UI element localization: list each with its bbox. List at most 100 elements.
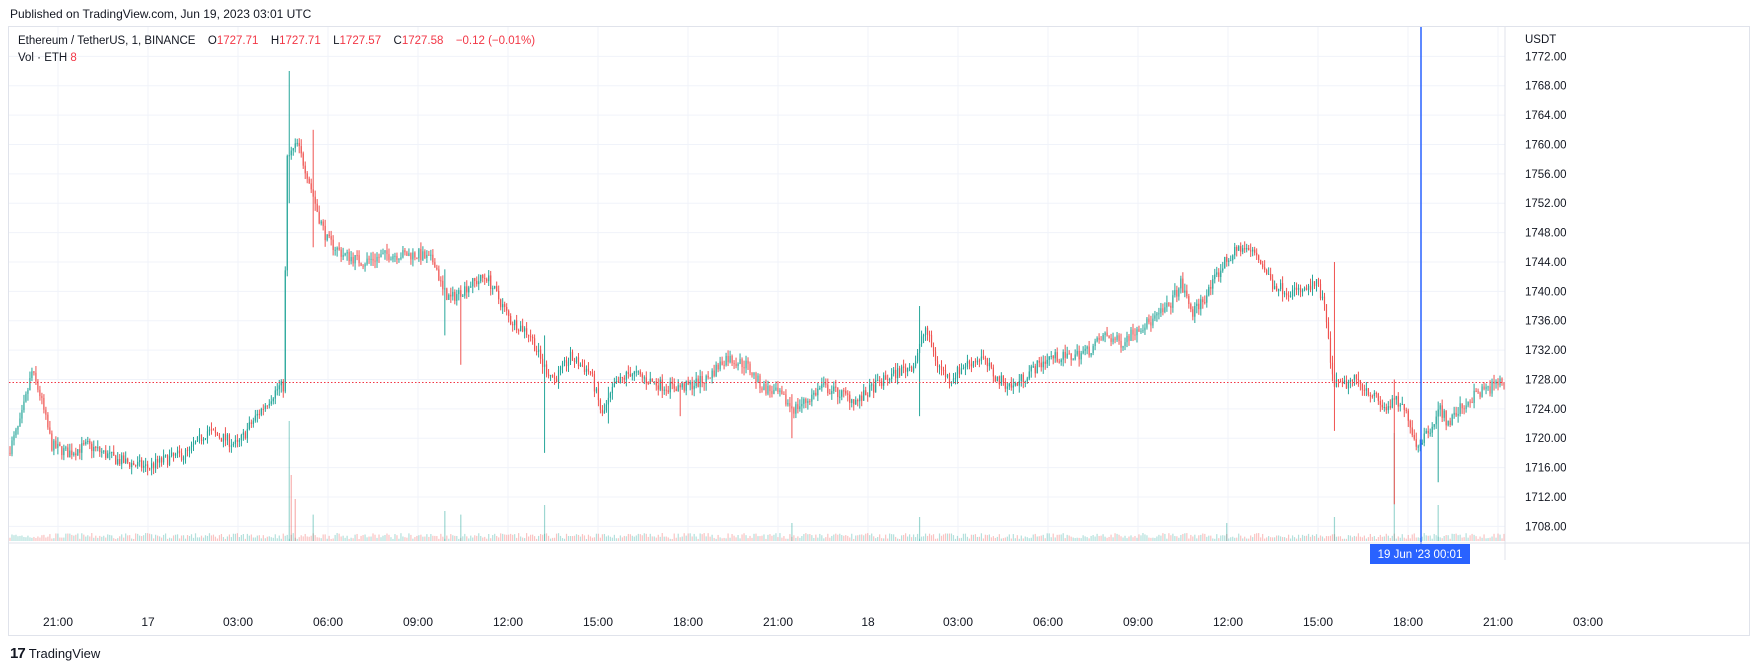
volume-bar [932,534,935,541]
candle-body [376,256,378,262]
volume-bar [1006,536,1008,541]
candle-body [180,452,183,461]
volume-bar [15,534,17,541]
candle-body [133,462,135,466]
volume-bar [635,535,637,541]
candle-body [869,384,871,397]
volume-bar [1469,535,1471,541]
candle-body [444,288,446,290]
candle-body [745,360,747,369]
tradingview-footer[interactable]: 17 TradingView [10,645,100,662]
candle-body [545,364,548,375]
candle-body [685,381,687,391]
time-tick-label: 17 [141,615,155,629]
volume-bar [27,535,29,541]
candle-body [1341,381,1344,384]
candle-body [551,375,554,378]
candle-body [555,378,558,382]
volume-bar [1192,536,1194,541]
candle-body [1383,406,1385,408]
candle-body [73,453,75,456]
volume-bar [1411,534,1413,541]
candle-body [990,362,992,368]
candle-body [1413,435,1415,440]
volume-bar [117,538,119,541]
volume-bar [476,535,478,541]
volume-bar [727,533,729,541]
candle-body [182,457,185,461]
volume-bar [1415,537,1417,541]
volume-bar [849,537,851,541]
candle-body [338,247,340,250]
volume-bar [1421,536,1423,541]
time-tick-label: 21:00 [1483,615,1513,629]
volume-bar [270,537,272,541]
candle-body [771,391,773,394]
candle-body [149,468,151,470]
volume-bar [827,533,829,541]
candle-body [1351,380,1354,382]
candle-body [1280,283,1282,290]
candle-body [962,368,965,370]
candle-body [1381,404,1383,408]
candle-body [308,178,310,184]
volume-bar [1068,535,1070,541]
volume-bar [781,537,783,541]
volume-bar [775,533,777,541]
candle-body [609,393,611,398]
volume-bar [1082,535,1084,541]
candle-body [699,376,701,387]
volume-bar [282,533,284,541]
candles [9,71,1505,505]
candle-body [95,446,97,448]
candle-body [324,225,326,241]
candle-body [1178,288,1180,297]
volume-bar [1453,534,1455,541]
volume-bar [17,536,19,541]
time-tick-label: 18 [861,615,875,629]
volume-bar [1086,537,1088,541]
candle-body [1417,446,1419,448]
candle-body [849,394,851,403]
candle-body [143,465,145,468]
volume-bar [891,534,893,541]
volume-bar [428,536,430,541]
candle-body [781,390,783,394]
volume-bar [139,535,141,541]
volume-bar [135,533,137,541]
volume-bar [647,536,649,541]
candle-body [1283,293,1286,295]
volume-bar [729,537,731,541]
candle-body [178,450,181,453]
volume-bar [388,534,390,541]
candle-body [23,401,25,410]
candle-body [891,373,893,380]
volume-bar [777,537,779,541]
volume-bar [1038,536,1040,541]
candle-body [747,360,749,364]
candle-body [316,203,318,212]
candle-body [1311,281,1314,290]
volume-bar [43,534,45,541]
volume-bar [302,536,304,541]
volume-bar [541,534,544,541]
tradingview-brand: TradingView [28,646,101,661]
volume-bar [61,537,63,541]
volume-bar [1024,536,1026,541]
price-axis-bg [1505,27,1749,635]
volume-bar [988,534,990,541]
candle-body [1445,410,1447,426]
volume-bar [200,535,203,541]
candle-body [326,234,328,241]
candle-body [1321,296,1324,299]
volume-bar [683,533,685,541]
candle-body [817,388,819,396]
volume-bar [591,537,594,541]
volume-bar [1000,538,1002,541]
candle-body [121,455,123,465]
candle-body [811,394,813,402]
candle-body [446,288,448,300]
candle-body [703,382,705,384]
candle-body [1090,353,1092,356]
